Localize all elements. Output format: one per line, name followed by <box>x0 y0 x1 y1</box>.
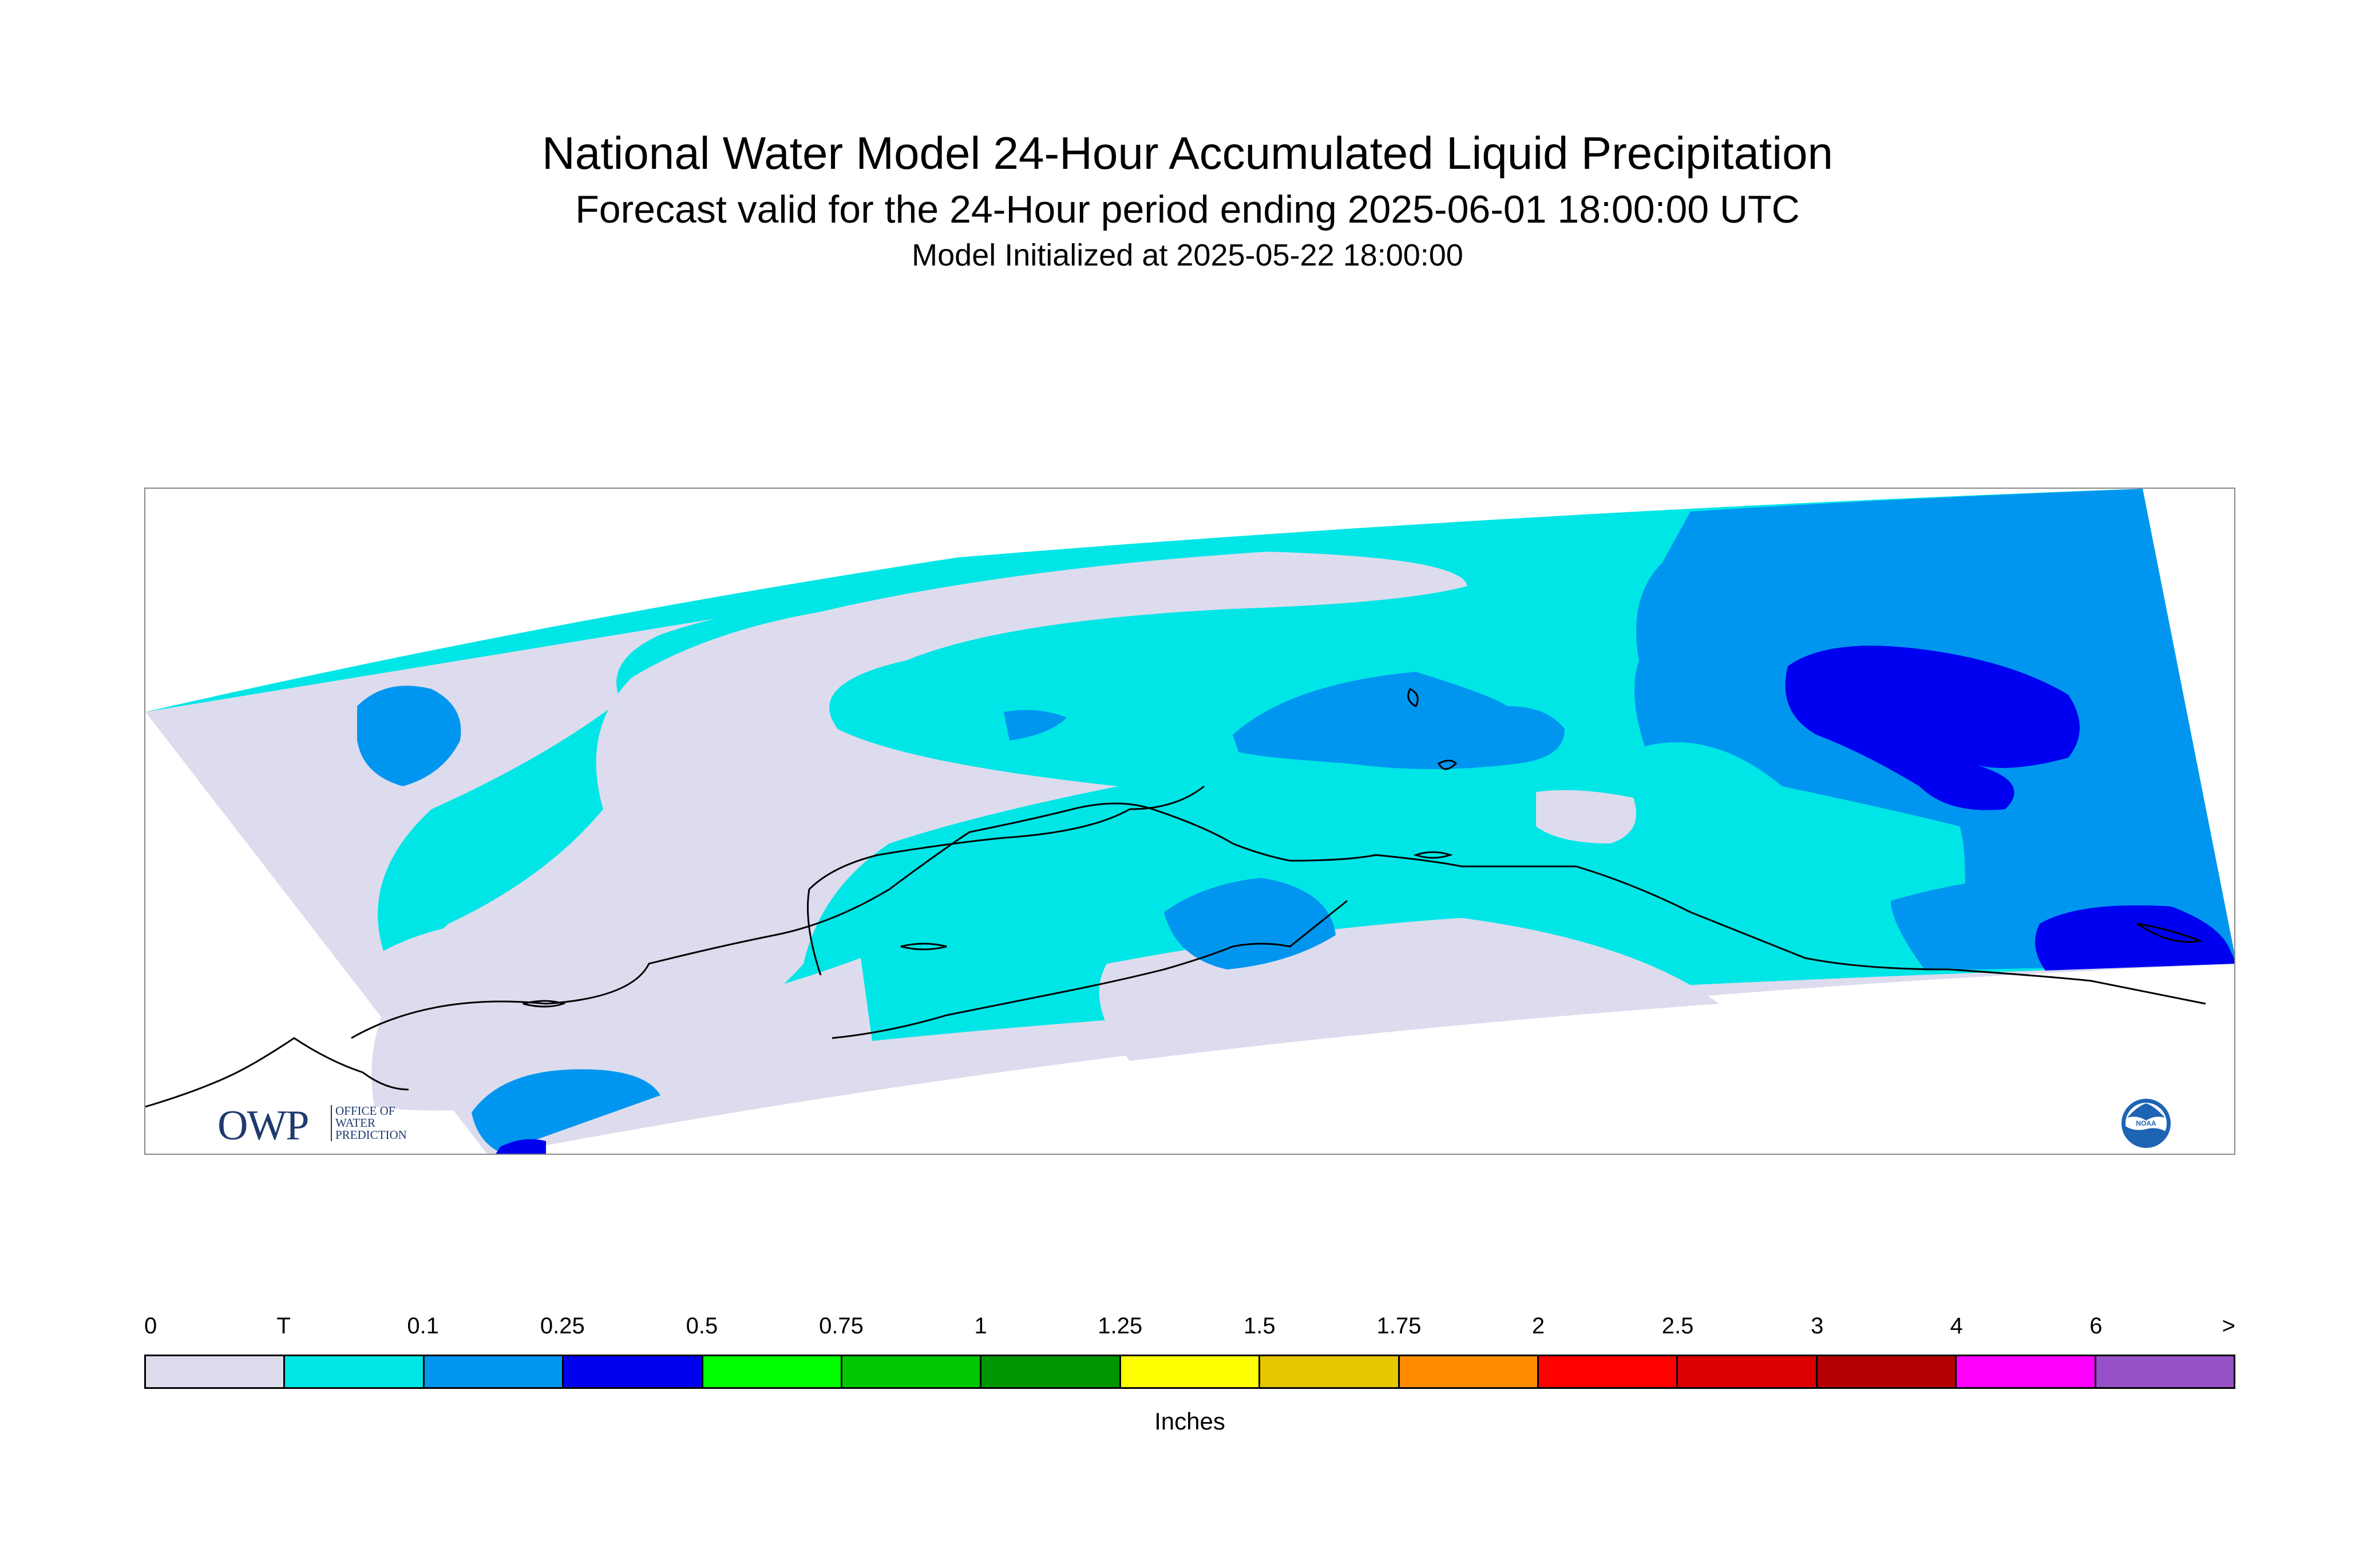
legend-swatch <box>1957 1356 2096 1387</box>
owp-logo: OWP OFFICE OF WATER PREDICTION <box>217 1102 458 1149</box>
legend-swatch <box>285 1356 425 1387</box>
island-2 <box>1437 759 1458 770</box>
precip-mid-area-peninsula <box>1164 878 1336 969</box>
precip-trace-area-east <box>1536 790 1636 844</box>
legend-tick-label: 0.75 <box>819 1313 864 1339</box>
legend-tick-label: 0.5 <box>686 1313 718 1339</box>
coastline-interior <box>807 785 1205 976</box>
precip-mid-area-small <box>1004 710 1067 741</box>
owp-line-2: WATER <box>335 1116 375 1130</box>
legend-tick-label: 3 <box>1811 1313 1824 1339</box>
noaa-logo-text: NOAA <box>2136 1119 2156 1127</box>
legend-swatch <box>703 1356 843 1387</box>
precip-mid-area-center <box>1233 672 1565 769</box>
coastline-mainland <box>351 802 2206 1039</box>
owp-logo-text: OFFICE OF WATER PREDICTION <box>331 1105 444 1141</box>
island-6 <box>2136 922 2203 943</box>
precipitation-map <box>144 488 2235 1155</box>
owp-logo-mark: OWP <box>217 1102 309 1149</box>
legend-swatch <box>2096 1356 2234 1387</box>
owp-line-3: PREDICTION <box>335 1128 407 1142</box>
legend-color-bar <box>144 1355 2235 1389</box>
legend-swatch <box>1399 1356 1539 1387</box>
legend-swatch <box>981 1356 1121 1387</box>
legend-swatch <box>1539 1356 1679 1387</box>
model-init-text: Model Initialized at 2025-05-22 18:00:00 <box>912 238 1463 272</box>
legend-tick-labels: 0 T 0.1 0.25 0.5 0.75 1 1.25 1.5 1.75 2 2.5 3 4 6 > <box>144 1313 2235 1348</box>
legend-tick-label: > <box>2222 1313 2235 1339</box>
coastline-peninsula <box>832 900 1348 1039</box>
legend-swatch <box>1817 1356 1957 1387</box>
precip-high-area-east <box>1785 646 2080 810</box>
legend-tick-label: 1.5 <box>1243 1313 1276 1339</box>
precip-high-area-southwest <box>496 1139 546 1154</box>
coastlines <box>145 687 2206 1108</box>
map-canvas <box>145 489 2234 1154</box>
precip-mid-area-southwest <box>472 1069 660 1153</box>
legend-tick-label: 1.75 <box>1376 1313 1422 1339</box>
island-1 <box>1407 687 1419 708</box>
owp-line-1: OFFICE OF <box>335 1104 395 1118</box>
legend-swatch <box>1260 1356 1400 1387</box>
legend-swatch <box>146 1356 286 1387</box>
island-4 <box>1413 851 1453 859</box>
legend-tick-label: 0.25 <box>540 1313 585 1339</box>
legend-swatch <box>564 1356 703 1387</box>
noaa-emblem: NOAA <box>2121 1099 2171 1148</box>
legend-tick-label: 0.1 <box>407 1313 439 1339</box>
legend-tick-label: 6 <box>2089 1313 2103 1339</box>
precip-high-area-southeast <box>2035 905 2234 971</box>
legend-tick-label: 1 <box>974 1313 987 1339</box>
coastline-southwest <box>145 1037 409 1108</box>
legend-tick-label: T <box>276 1313 291 1339</box>
legend-swatch <box>842 1356 982 1387</box>
island-3 <box>900 943 947 951</box>
legend-swatch <box>424 1356 564 1387</box>
legend-units-label: Inches <box>1154 1408 1225 1435</box>
precip-mid-area-west <box>357 686 461 786</box>
legend-swatch <box>1121 1356 1261 1387</box>
legend-tick-label: 2.5 <box>1661 1313 1694 1339</box>
precip-trace-area-west <box>363 924 580 1009</box>
noaa-logo: NOAA <box>2120 1098 2172 1149</box>
legend-tick-label: 1.25 <box>1098 1313 1143 1339</box>
legend-tick-label: 4 <box>1950 1313 1963 1339</box>
map-subtitle: Forecast valid for the 24-Hour period en… <box>575 188 1800 231</box>
legend-swatch <box>1678 1356 1818 1387</box>
legend-tick-label: 0 <box>144 1313 157 1339</box>
island-5 <box>522 1000 566 1008</box>
precip-trace-area-north <box>371 552 1467 1111</box>
map-title: National Water Model 24-Hour Accumulated… <box>542 128 1833 179</box>
legend-tick-label: 2 <box>1531 1313 1545 1339</box>
